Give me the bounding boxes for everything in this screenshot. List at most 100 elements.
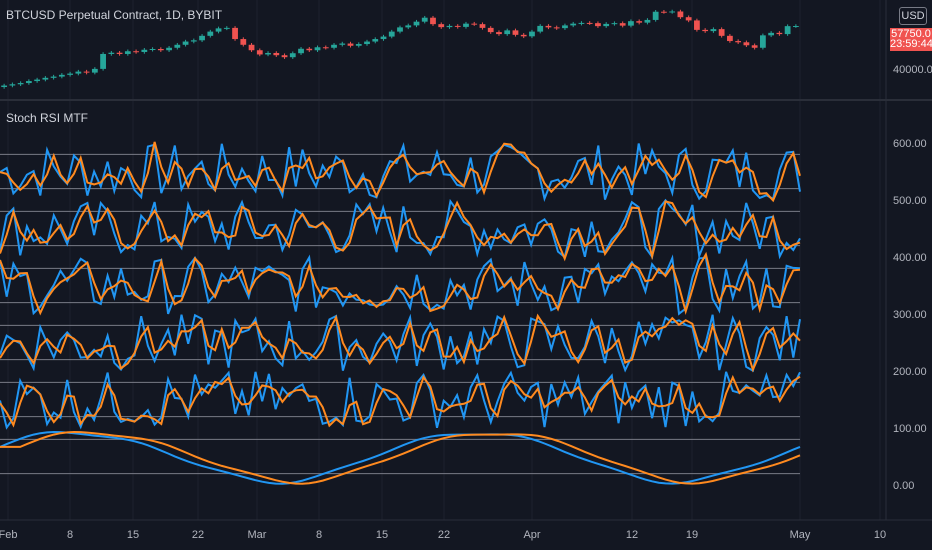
time-tick-label: 22 xyxy=(192,529,204,541)
time-tick-label: 8 xyxy=(316,529,322,541)
candle-body xyxy=(677,11,684,18)
candle-body xyxy=(157,49,164,51)
price-candles xyxy=(1,9,799,89)
candle-body xyxy=(792,26,799,28)
candle-body xyxy=(636,21,643,23)
candle-body xyxy=(438,24,445,28)
candle-body xyxy=(207,31,214,36)
time-tick-label: Mar xyxy=(248,529,267,541)
candle-body xyxy=(372,39,379,42)
candle-body xyxy=(727,35,733,42)
candle-body xyxy=(644,19,651,23)
indicator-axis-label: 500.00 xyxy=(893,195,927,207)
indicator-price-axis[interactable]: 600.00 500.00 400.00 300.00 200.00 100.00 0.00 xyxy=(893,138,927,492)
stoch-d-line xyxy=(0,141,801,203)
candle-body xyxy=(454,25,461,27)
candle-body xyxy=(331,44,337,48)
candle-body xyxy=(512,30,519,35)
candle-body xyxy=(339,43,346,45)
candle-body xyxy=(240,39,247,45)
time-tick-label: 10 xyxy=(874,529,886,541)
candle-body xyxy=(42,77,49,80)
candle-body xyxy=(405,25,412,28)
time-tick-label: 22 xyxy=(438,529,450,541)
candle-body xyxy=(248,44,255,51)
time-axis[interactable]: Feb 8 15 22 Mar 8 15 22 Apr 12 19 May 10 xyxy=(0,529,886,541)
candle-body xyxy=(751,45,758,48)
time-tick-label: 15 xyxy=(127,529,139,541)
indicator-axis-label: 600.00 xyxy=(893,138,927,150)
candle-body xyxy=(182,41,189,45)
candle-body xyxy=(265,52,271,55)
stoch-k-line xyxy=(0,141,801,202)
symbol-title[interactable]: BTCUSD Perpetual Contract, 1D, BYBIT xyxy=(6,8,223,22)
stoch-d-line xyxy=(0,430,801,485)
candle-body xyxy=(256,50,263,55)
candle-body xyxy=(619,23,626,26)
stoch-d-line xyxy=(0,251,801,316)
candle-body xyxy=(545,25,552,28)
candle-body xyxy=(628,21,634,26)
stoch-k-line xyxy=(0,430,801,485)
candle-body xyxy=(67,73,73,75)
candle-body xyxy=(141,49,148,52)
candle-body xyxy=(768,32,775,36)
candle-body xyxy=(306,48,313,51)
candle-body xyxy=(17,83,24,85)
candle-body xyxy=(1,85,8,88)
candle-body xyxy=(75,71,82,74)
price-axis-label: 40000.0 xyxy=(893,64,932,76)
candle-body xyxy=(190,40,197,42)
candle-body xyxy=(496,32,502,35)
candle-body xyxy=(83,71,90,73)
grid-lines xyxy=(7,0,881,520)
candle-body xyxy=(91,68,98,73)
bar-countdown: 23:59:44 xyxy=(890,37,932,51)
candle-body xyxy=(298,48,304,54)
candle-body xyxy=(199,35,205,41)
candle-body xyxy=(760,35,766,48)
candle-body xyxy=(174,44,181,48)
candle-body xyxy=(430,17,436,25)
candle-body xyxy=(149,49,156,50)
time-tick-label: May xyxy=(790,529,811,541)
candle-body xyxy=(413,21,420,26)
candle-body xyxy=(281,55,288,58)
candle-body xyxy=(34,79,40,82)
candle-body xyxy=(669,11,676,13)
candle-body xyxy=(100,53,106,69)
candle-body xyxy=(463,23,469,27)
candle-body xyxy=(694,20,700,30)
candle-body xyxy=(124,51,131,54)
indicator-axis-label: 300.00 xyxy=(893,309,927,321)
candle-body xyxy=(314,47,321,51)
indicator-axis-label: 200.00 xyxy=(893,366,927,378)
candle-body xyxy=(232,27,238,40)
candle-body xyxy=(25,81,32,84)
indicator-title[interactable]: Stoch RSI MTF xyxy=(6,111,89,125)
candle-body xyxy=(603,23,610,27)
candle-body xyxy=(223,27,230,29)
candle-body xyxy=(421,17,428,22)
candle-body xyxy=(322,47,329,49)
candle-body xyxy=(397,27,403,32)
stoch-k-line xyxy=(0,198,801,260)
candle-body xyxy=(735,41,742,43)
candle-body xyxy=(702,29,709,32)
stoch-d-line xyxy=(0,374,801,428)
candle-body xyxy=(380,36,387,40)
candle-body xyxy=(595,23,601,27)
candle-body xyxy=(520,34,527,37)
candle-body xyxy=(347,43,354,46)
candle-body xyxy=(586,22,593,24)
candle-body xyxy=(9,84,16,86)
stoch-lines xyxy=(0,141,801,485)
candle-body xyxy=(58,74,65,77)
candle-body xyxy=(611,23,618,25)
indicator-axis-label: 100.00 xyxy=(893,423,927,435)
stoch-d-line xyxy=(0,313,801,373)
candle-body xyxy=(553,27,560,29)
candle-body xyxy=(116,52,123,54)
currency-button[interactable]: USD xyxy=(899,7,927,25)
